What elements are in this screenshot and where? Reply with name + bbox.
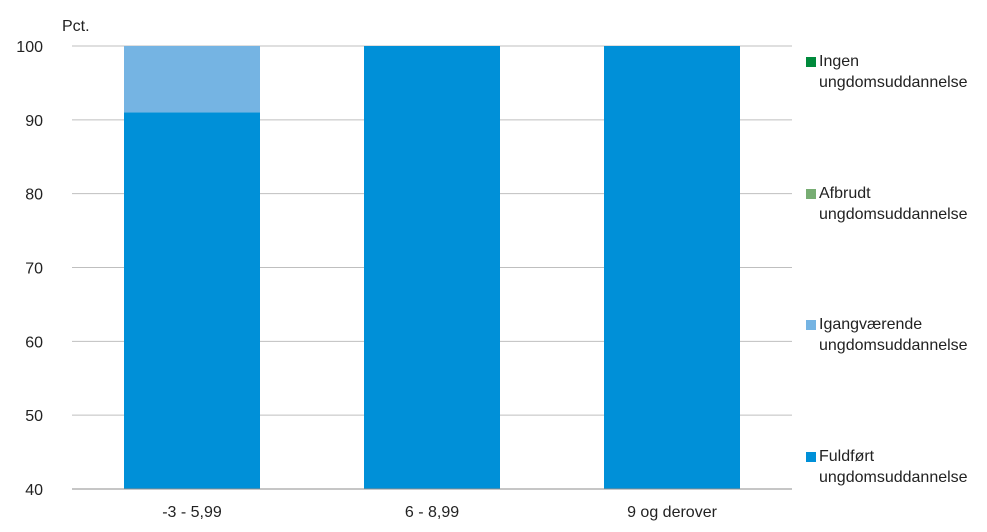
bars: [124, 46, 740, 489]
legend-label-fuldfoert-line-2: ungdomsuddannelse: [819, 469, 968, 486]
bar-segment-cat0-series1: [124, 46, 260, 113]
x-tick-label: 6 - 8,99: [405, 504, 459, 521]
y-tick-label: 40: [25, 482, 43, 499]
y-tick-label: 90: [25, 113, 43, 130]
y-axis-unit-label: Pct.: [62, 18, 90, 35]
y-tick-label: 80: [25, 187, 43, 204]
y-tick-label: 100: [16, 39, 43, 56]
legend-label-ingen-line-1: Ingen: [819, 53, 860, 70]
legend-item-fuldfoert: Fuldført ungdomsuddannelse: [806, 446, 968, 488]
y-tick-label: 70: [25, 261, 43, 278]
x-tick-label: -3 - 5,99: [162, 504, 222, 521]
legend-label-igangvaerende-line-2: ungdomsuddannelse: [819, 337, 968, 354]
legend-swatch-afbrudt: [806, 189, 816, 199]
legend-swatch-ingen: [806, 57, 816, 67]
legend-label-fuldfoert: Fuldført ungdomsuddannelse: [819, 446, 968, 488]
bar-segment-cat0-series0: [124, 112, 260, 489]
y-tick-label: 50: [25, 408, 43, 425]
legend-label-igangvaerende-line-1: Igangværende: [819, 316, 923, 333]
legend-item-igangvaerende: Igangværende ungdomsuddannelse: [806, 314, 968, 356]
x-tick-label: 9 og derover: [627, 504, 718, 521]
legend-swatch-fuldfoert: [806, 452, 816, 462]
legend-label-afbrudt-line-2: ungdomsuddannelse: [819, 206, 968, 223]
legend-label-igangvaerende: Igangværende ungdomsuddannelse: [819, 314, 968, 356]
legend-swatch-igangvaerende: [806, 320, 816, 330]
legend-label-ingen-line-2: ungdomsuddannelse: [819, 74, 968, 91]
y-tick-label: 60: [25, 334, 43, 351]
legend-label-ingen: Ingen ungdomsuddannelse: [819, 51, 968, 93]
legend-item-afbrudt: Afbrudt ungdomsuddannelse: [806, 183, 968, 225]
bar-segment-cat2-series0: [604, 46, 740, 489]
legend-label-afbrudt: Afbrudt ungdomsuddannelse: [819, 183, 968, 225]
legend-item-ingen: Ingen ungdomsuddannelse: [806, 51, 968, 93]
bar-segment-cat1-series0: [364, 46, 500, 489]
legend-label-fuldfoert-line-1: Fuldført: [819, 448, 875, 465]
legend-label-afbrudt-line-1: Afbrudt: [819, 185, 871, 202]
axes: 40 50 60 70 80 90 100 -3 - 5,99 6 - 8,99 9 og der…: [16, 39, 792, 521]
